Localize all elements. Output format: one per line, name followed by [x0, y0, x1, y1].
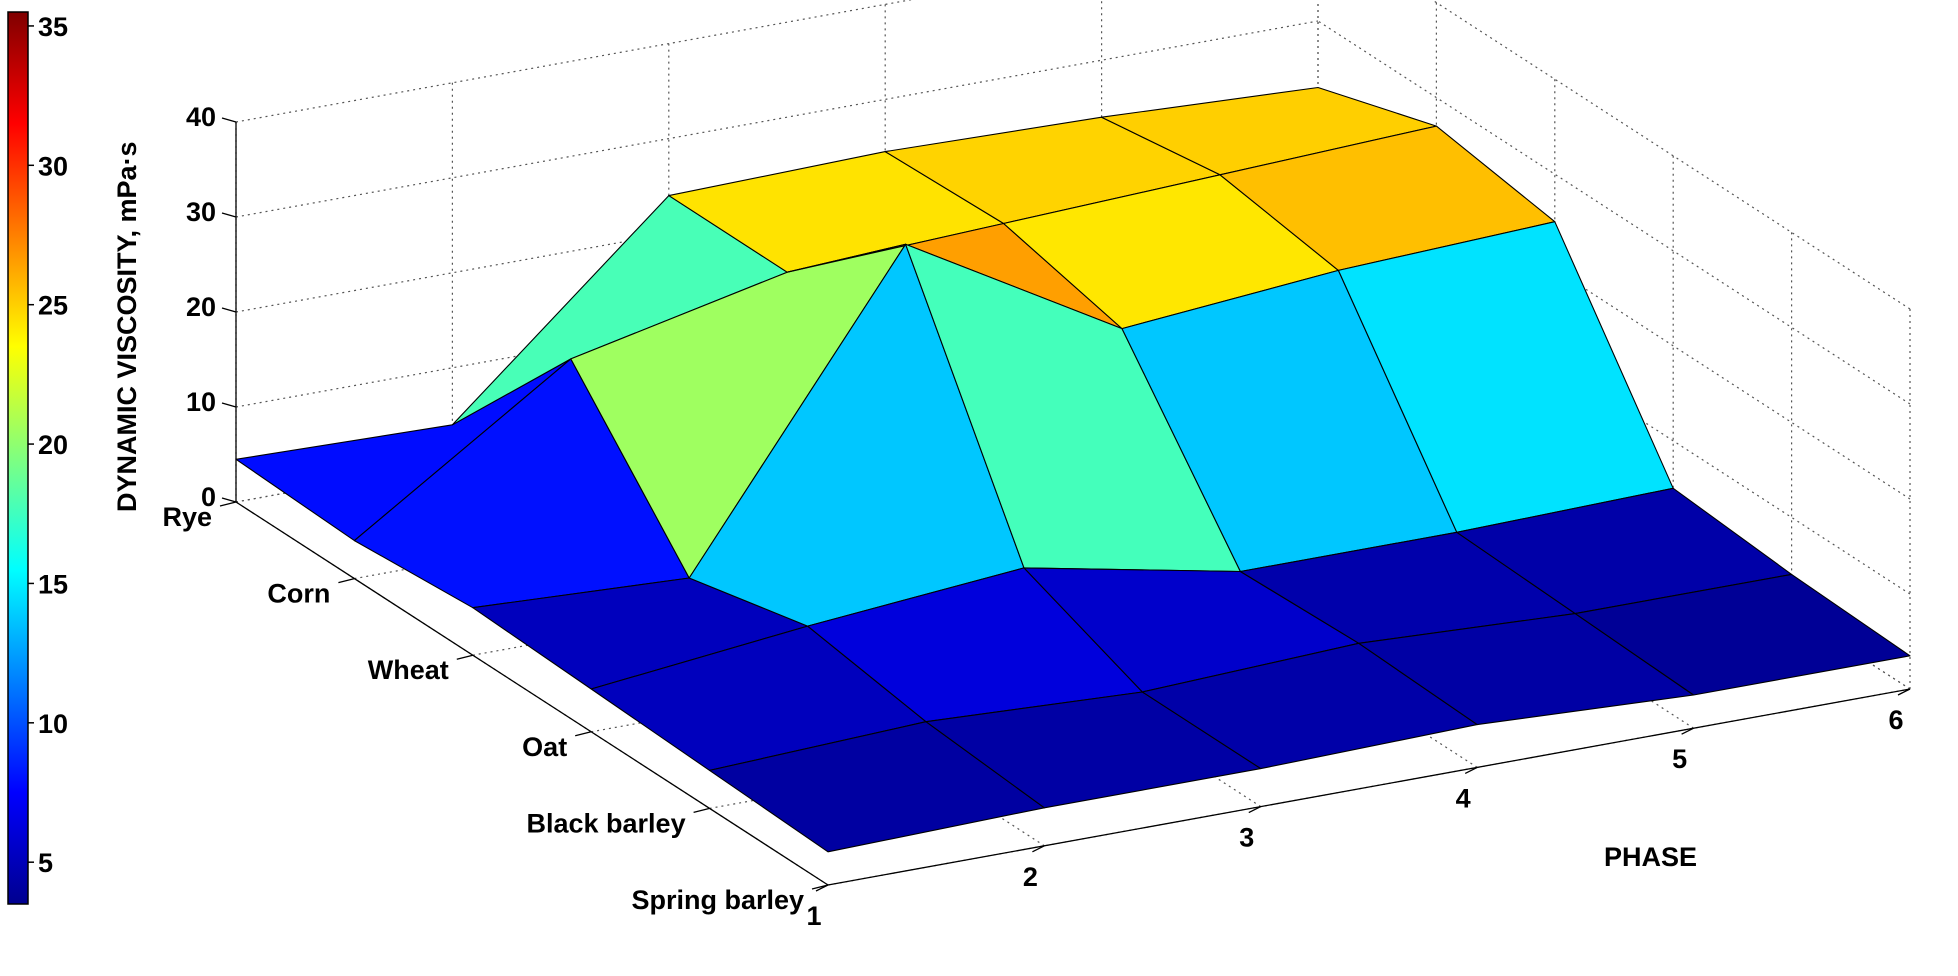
y-tick-label: Corn	[267, 579, 330, 609]
surface	[235, 86, 1911, 853]
colorbar-ticks: 5 10 15 20 25 30 35	[28, 12, 68, 878]
colorbar-tick-label: 35	[38, 12, 68, 42]
axes: 1 2 3 4 5 6 Spring barley Black barley Oat Wheat C…	[162, 102, 1911, 931]
x-tick-label: 1	[806, 901, 821, 931]
z-axis-title: DYNAMIC VISCOSITY, mPa·s	[112, 141, 142, 512]
y-tick-label: Black barley	[526, 808, 685, 838]
x-tick	[1897, 688, 1911, 696]
colorbar-tick-label: 15	[38, 569, 68, 599]
x-axis-title: PHASE	[1604, 842, 1697, 872]
y-tick	[338, 577, 355, 584]
z-tick-label: 30	[186, 197, 216, 227]
x-tick	[1248, 806, 1262, 814]
z-tick-label: 40	[186, 102, 216, 132]
x-axis-line	[827, 688, 1911, 886]
y-tick-label: Oat	[522, 732, 567, 762]
z-tick	[221, 212, 237, 218]
y-tick	[693, 807, 710, 814]
x-tick-label: 5	[1672, 744, 1687, 774]
y-tick	[219, 501, 237, 507]
colorbar-tick-label: 20	[38, 430, 68, 460]
x-tick-label: 3	[1239, 823, 1254, 853]
colorbar-tick-label: 30	[38, 151, 68, 181]
x-tick-label: 2	[1023, 862, 1038, 892]
z-tick	[221, 307, 237, 313]
y-tick	[456, 654, 473, 660]
z-tick	[221, 117, 237, 123]
y-tick	[811, 884, 829, 890]
surface-patch	[1574, 573, 1911, 696]
z-tick-label: 0	[201, 482, 216, 512]
z-tick	[221, 402, 237, 408]
y-tick-label: Rye	[162, 502, 212, 532]
x-tick	[1032, 845, 1045, 853]
colorbar-tick-label: 10	[38, 709, 68, 739]
x-tick	[1681, 727, 1694, 735]
y-tick-label: Spring barley	[631, 885, 804, 915]
colorbar-tick-label: 25	[38, 291, 68, 321]
colorbar-tick-label: 5	[38, 848, 53, 878]
x-tick-label: 4	[1456, 783, 1471, 813]
z-tick-label: 20	[186, 292, 216, 322]
colorbar: 5 10 15 20 25 30 35	[7, 11, 68, 905]
colorbar-scale	[7, 11, 29, 905]
z-tick	[221, 497, 237, 503]
x-tick	[1464, 766, 1478, 774]
grid-line-z	[235, 0, 913, 123]
y-axis-line	[235, 501, 829, 886]
x-tick-label: 6	[1888, 705, 1903, 735]
y-tick-label: Wheat	[368, 655, 449, 685]
y-tick	[575, 731, 592, 737]
z-tick-label: 10	[186, 387, 216, 417]
